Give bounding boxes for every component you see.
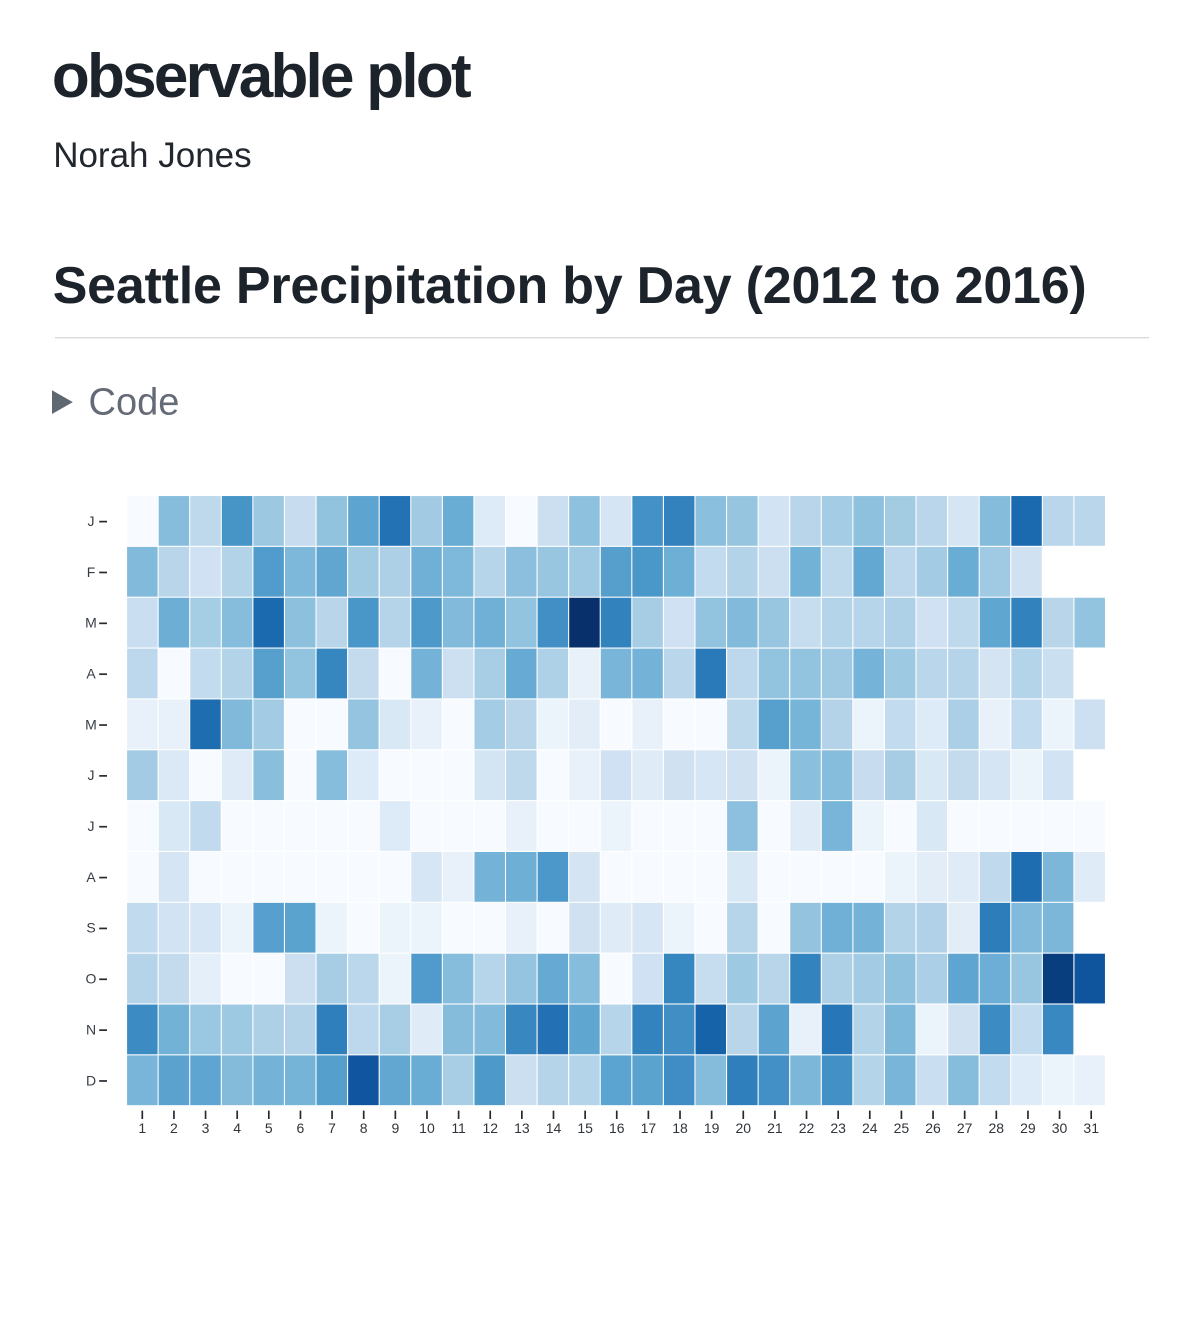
svg-text:M: M	[85, 716, 97, 732]
svg-text:24: 24	[862, 1120, 878, 1136]
svg-text:9: 9	[391, 1120, 399, 1136]
svg-text:31: 31	[1083, 1120, 1099, 1136]
svg-text:3: 3	[202, 1120, 210, 1136]
svg-text:8: 8	[360, 1120, 368, 1136]
svg-text:N: N	[86, 1021, 96, 1037]
svg-text:15: 15	[577, 1120, 593, 1136]
svg-text:10: 10	[419, 1120, 435, 1136]
svg-text:J: J	[88, 513, 95, 529]
svg-text:F: F	[87, 564, 96, 580]
svg-text:5: 5	[265, 1120, 273, 1136]
svg-text:17: 17	[641, 1120, 657, 1136]
svg-text:S: S	[86, 920, 95, 936]
svg-text:O: O	[86, 971, 97, 987]
svg-text:6: 6	[297, 1120, 305, 1136]
svg-text:J: J	[88, 767, 95, 783]
svg-text:23: 23	[830, 1120, 846, 1136]
svg-text:29: 29	[1020, 1120, 1036, 1136]
svg-text:4: 4	[233, 1120, 241, 1136]
svg-text:Code: Code	[89, 381, 180, 423]
svg-text:Seattle Precipitation by Day (: Seattle Precipitation by Day (2012 to 20…	[53, 257, 1087, 315]
svg-text:1: 1	[138, 1120, 146, 1136]
svg-text:Norah Jones: Norah Jones	[53, 136, 251, 175]
svg-text:22: 22	[799, 1120, 815, 1136]
svg-text:A: A	[86, 869, 96, 885]
svg-text:25: 25	[894, 1120, 910, 1136]
svg-text:16: 16	[609, 1120, 625, 1136]
svg-text:21: 21	[767, 1120, 783, 1136]
svg-text:20: 20	[735, 1120, 751, 1136]
svg-text:12: 12	[482, 1120, 498, 1136]
svg-text:J: J	[88, 818, 95, 834]
svg-text:26: 26	[925, 1120, 941, 1136]
svg-text:2: 2	[170, 1120, 178, 1136]
svg-text:19: 19	[704, 1120, 720, 1136]
svg-text:observable plot: observable plot	[52, 42, 471, 111]
svg-text:27: 27	[957, 1120, 973, 1136]
svg-text:M: M	[85, 615, 97, 631]
svg-text:11: 11	[451, 1120, 466, 1136]
svg-text:D: D	[86, 1072, 96, 1088]
svg-text:13: 13	[514, 1120, 530, 1136]
svg-text:18: 18	[672, 1120, 688, 1136]
svg-text:28: 28	[989, 1120, 1005, 1136]
svg-text:30: 30	[1052, 1120, 1068, 1136]
svg-text:A: A	[86, 665, 96, 681]
svg-text:14: 14	[546, 1120, 562, 1136]
svg-text:7: 7	[328, 1120, 336, 1136]
